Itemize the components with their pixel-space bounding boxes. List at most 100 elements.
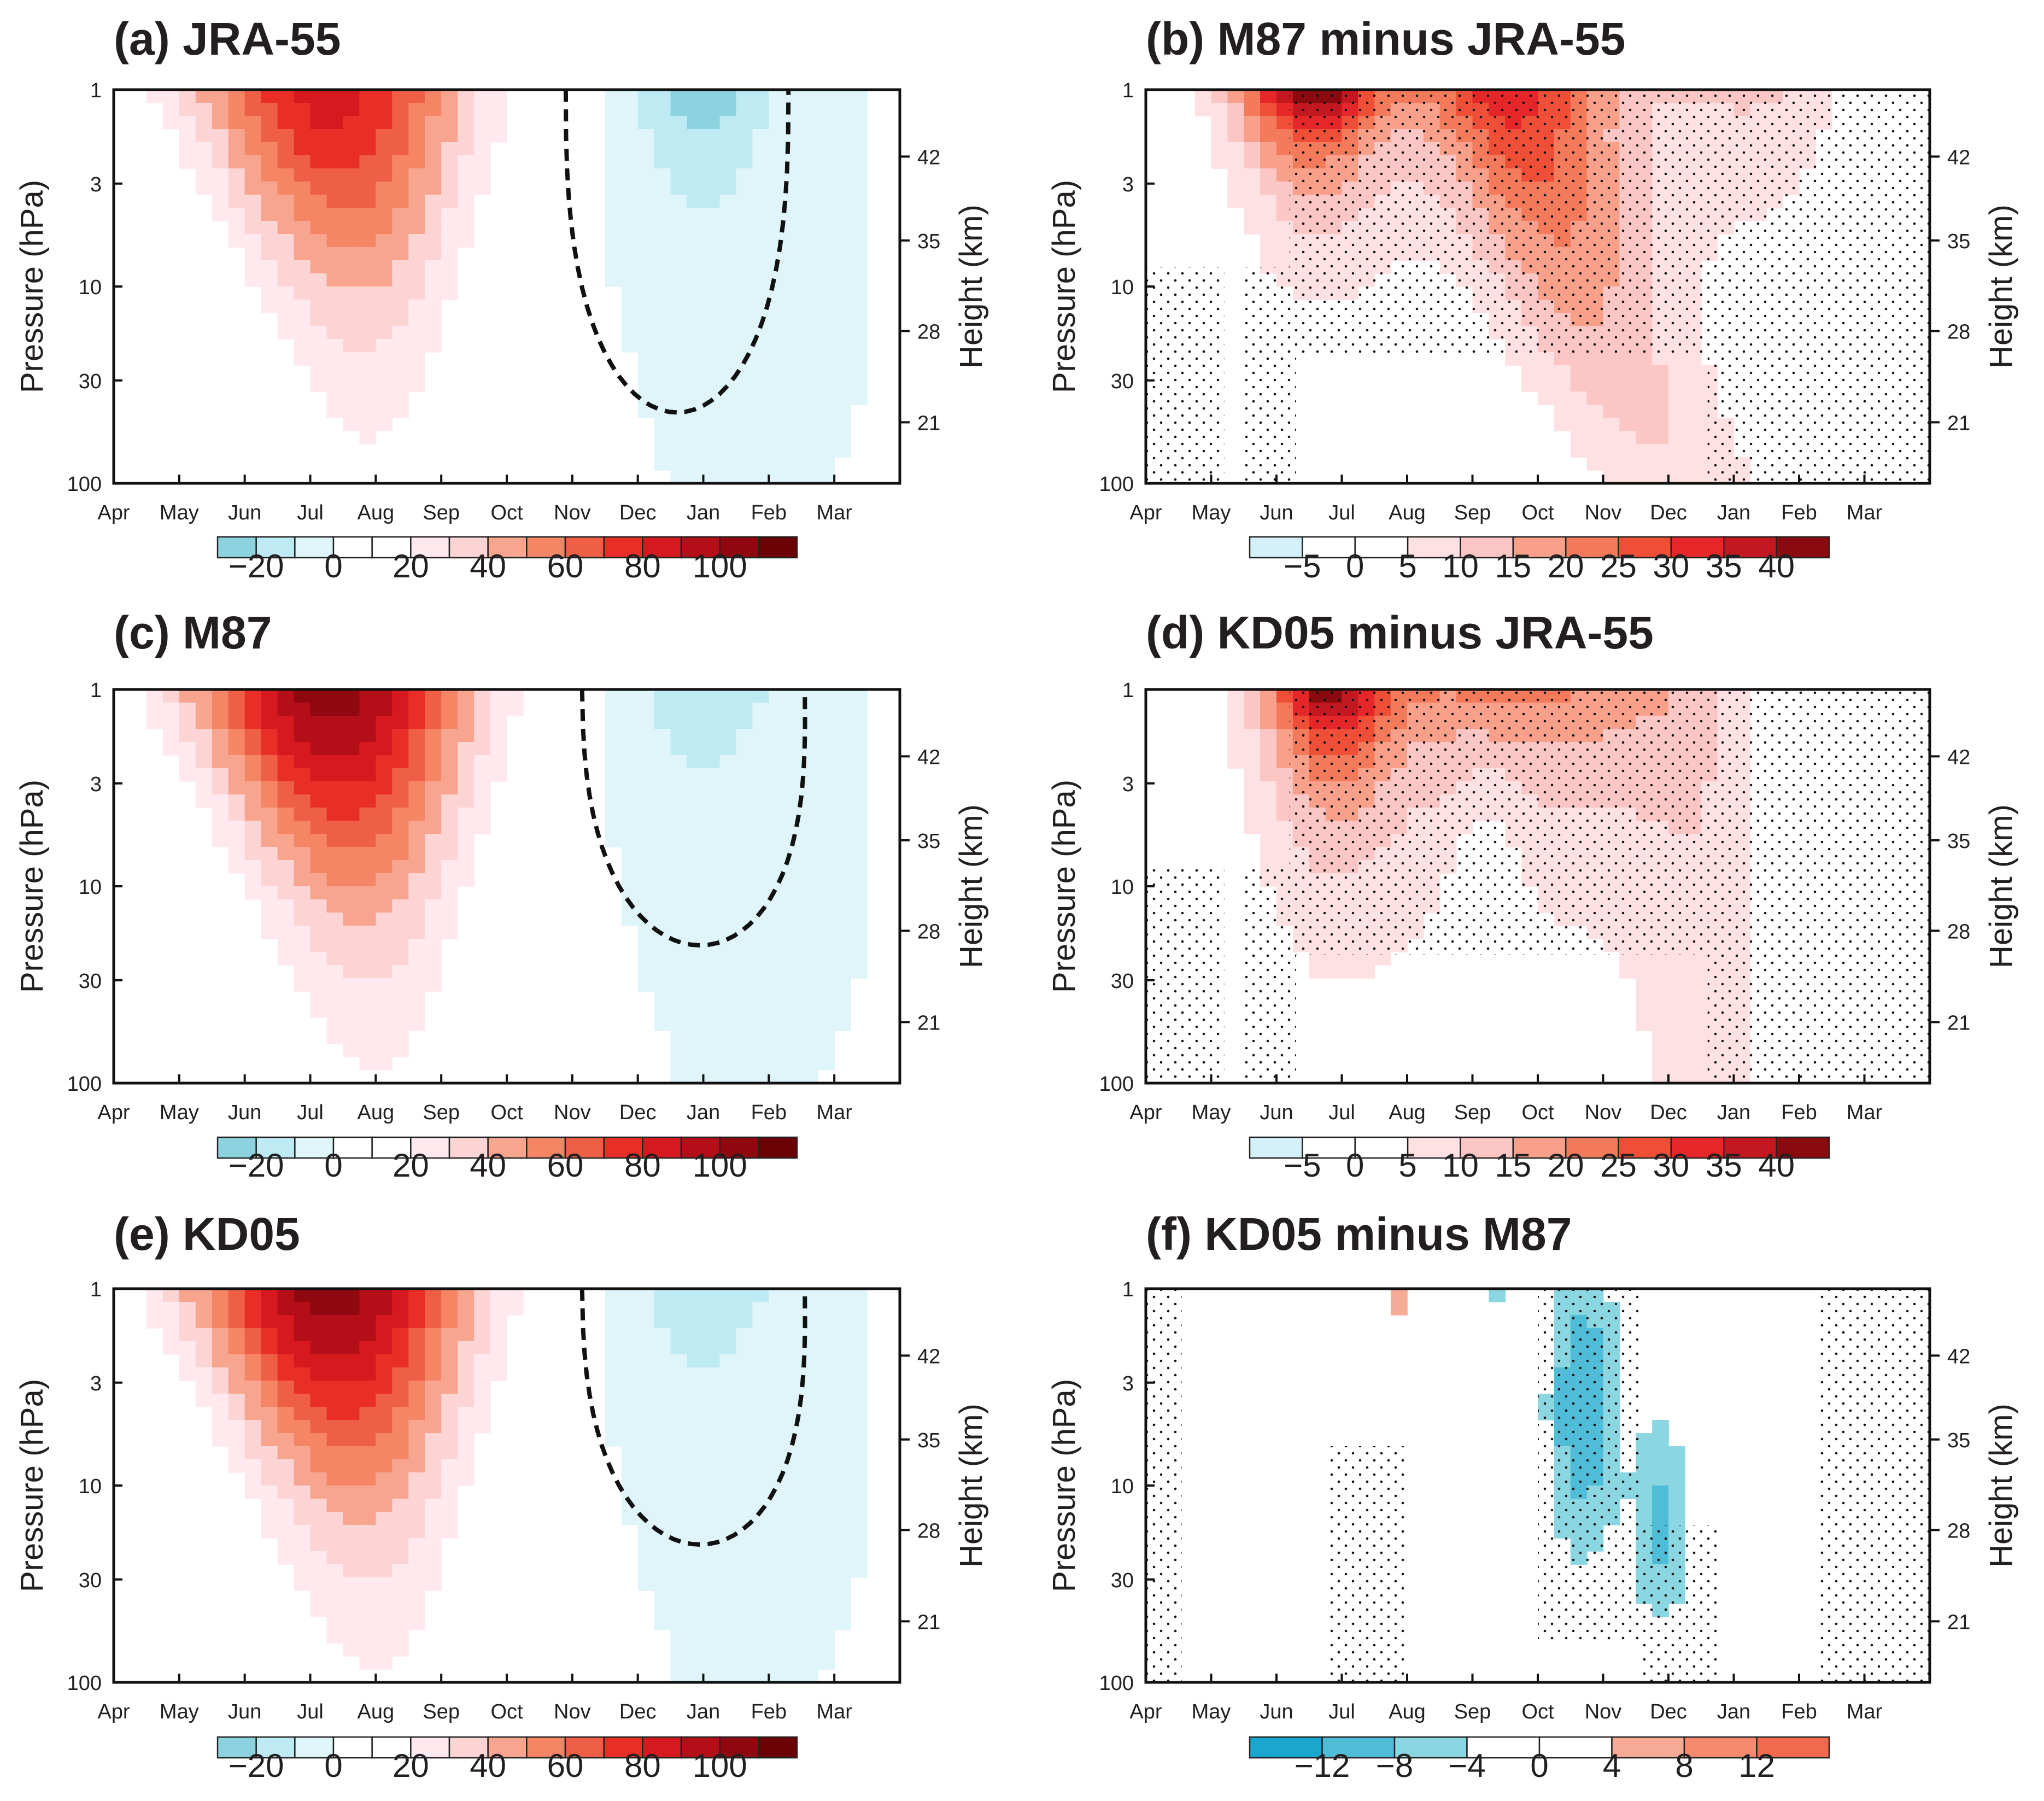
contour-cell [425,208,442,221]
colorbar-label: 0 [1346,548,1364,584]
contour-cell [376,1564,393,1578]
contour-cell [752,1354,770,1368]
contour-cell [441,1472,458,1486]
contour-cell [1570,391,1588,405]
contour-cell [408,781,426,795]
contour-cell [1652,391,1669,405]
contour-cell [670,1341,688,1355]
contour-cell [637,873,655,887]
contour-cell [818,391,835,405]
x-tick-label: Feb [1781,501,1817,524]
colorbar-label: −20 [229,1147,284,1184]
contour-cell [392,365,409,379]
contour-cell [801,1044,819,1057]
contour-cell [687,378,704,392]
contour-cell [687,116,704,130]
contour-cell [736,1499,753,1512]
contour-cell [343,1472,360,1486]
contour-cell [408,703,426,716]
contour-cell [736,899,753,913]
contour-cell [1636,391,1653,405]
contour-cell [343,860,360,874]
contour-cell [736,195,753,208]
contour-cell [277,873,295,887]
contour-cell [1227,182,1245,195]
panel-title-a: (a) JRA-55 [114,13,341,65]
contour-cell [654,755,671,769]
contour-cell [851,1472,868,1486]
contour-cell [670,729,688,742]
contour-cell [343,103,360,116]
y2-tick-label: 35 [1947,230,1970,253]
contour-cell [801,1394,819,1407]
contour-cell [637,1446,655,1460]
contour-cell [261,129,278,143]
y2-tick-label: 35 [917,830,940,853]
contour-cell [326,405,344,418]
contour-cell [736,286,753,300]
contour-cell [654,913,671,926]
contour-cell [769,1407,786,1420]
contour-cell [637,703,655,716]
contour-cell [687,952,704,966]
contour-cell [326,129,344,143]
contour-cell [785,1044,803,1057]
contour-cell [818,742,835,756]
contour-cell [343,794,360,808]
contour-cell [343,1367,360,1381]
contour-cell [621,768,639,782]
contour-cell [1603,418,1620,431]
contour-cell [261,286,278,300]
contour-cell [769,781,786,795]
contour-cell [670,1564,688,1578]
contour-cell [408,873,426,887]
contour-cell [343,168,360,182]
contour-cell [752,1031,770,1044]
contour-cell [851,1381,868,1394]
contour-cell [212,1341,229,1355]
contour-cell [425,860,442,874]
contour-cell [621,339,639,353]
contour-cell [425,952,442,966]
contour-cell [359,755,377,769]
colorbar-swatch [1302,536,1356,559]
contour-cell [294,1512,311,1525]
contour-cell [801,1018,819,1031]
contour-cell [474,729,491,742]
contour-cell [621,860,639,874]
x-tick-label: Aug [1389,1700,1426,1723]
contour-cell [654,1617,671,1630]
contour-cell [637,1289,655,1302]
contour-cell [1636,470,1653,484]
x-tick-label: Oct [490,1700,523,1723]
contour-cell [474,1328,491,1342]
contour-field-e [146,1289,868,1683]
contour-cell [621,1433,639,1447]
contour-cell [736,1407,753,1420]
contour-cell [818,1031,835,1044]
contour-cell [851,926,868,939]
contour-cell [425,155,442,169]
stippling-f [1146,1289,1930,1682]
contour-cell [654,768,671,782]
contour-cell [343,768,360,782]
contour-cell [801,168,819,182]
contour-cell [326,313,344,326]
contour-cell [834,821,851,834]
contour-cell [392,952,409,966]
contour-cell [637,965,655,979]
contour-cell [769,457,786,471]
contour-cell [310,794,327,808]
contour-cell [1586,431,1604,445]
y-tick-label: 1 [90,679,102,702]
contour-cell [736,1656,753,1670]
contour-cell [343,339,360,353]
contour-cell [719,913,737,926]
contour-cell [408,286,426,300]
contour-cell [670,339,688,353]
contour-cell [654,339,671,353]
contour-cell [376,1302,393,1315]
contour-cell [294,352,311,366]
contour-cell [670,952,688,966]
